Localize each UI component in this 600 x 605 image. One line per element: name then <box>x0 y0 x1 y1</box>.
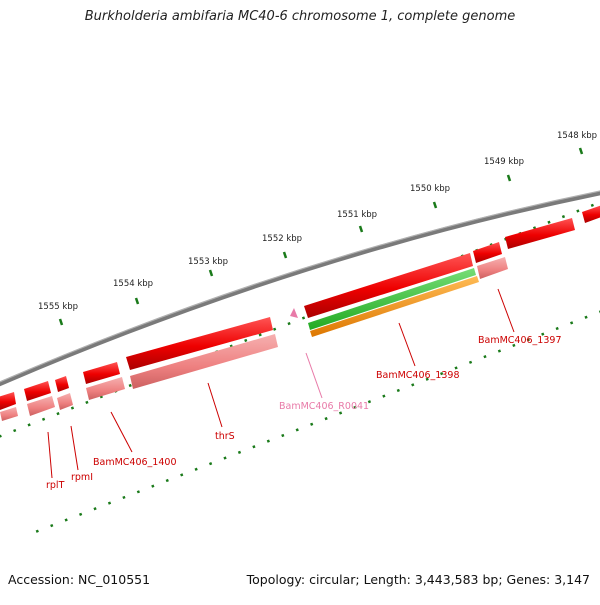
tick-label: 1555 kbp <box>38 302 78 312</box>
gene-feature-BamMC406_1400 <box>86 377 125 400</box>
tick-label: 1549 kbp <box>484 157 524 167</box>
leader-line-BamMC406_1398 <box>398 322 416 367</box>
leader-line-rplT <box>47 431 53 479</box>
tick-1551 <box>358 225 364 233</box>
tick-1553 <box>208 269 214 277</box>
tick-1552 <box>282 251 288 259</box>
cds-feature-rplT <box>24 381 51 401</box>
cds-feature-BamMC406_1398 <box>304 253 473 318</box>
cds-feature-thrS <box>126 317 273 370</box>
outer-tick-ring <box>0 184 600 438</box>
gene-label-BamMC406_1398: BamMC406_1398 <box>376 370 459 381</box>
gene-feature-BamMC406_1397 <box>477 257 508 279</box>
gene-label-BamMC406_1397: BamMC406_1397 <box>478 335 561 346</box>
gene-feature-thrS <box>130 334 278 389</box>
gene-label-rpmI: rpmI <box>71 472 93 483</box>
cds-feature-BamMC406_1400 <box>83 362 120 384</box>
minor-ticks <box>0 184 600 438</box>
tick-1554 <box>134 297 140 305</box>
inner-tick-ring <box>35 279 600 533</box>
feature-track <box>0 205 600 421</box>
cds-feature-rpmI <box>55 376 69 392</box>
gene-label-BamMC406_1400: BamMC406_1400 <box>93 457 176 468</box>
tick-label: 1553 kbp <box>188 257 228 267</box>
leader-line-BamMC406_1397 <box>497 288 515 333</box>
tick-label: 1548 kbp <box>557 131 597 141</box>
gene-label-rplT: rplT <box>46 480 65 491</box>
gene-label-thrS: thrS <box>215 431 235 442</box>
tick-label: 1552 kbp <box>262 234 302 244</box>
rna-feature-BamMC406_R0041 <box>290 308 298 318</box>
map-title: Burkholderia ambifaria MC40-6 chromosome… <box>84 9 516 24</box>
leader-line-BamMC406_1400 <box>110 411 133 453</box>
green-feature-BamMC406_1398 <box>308 268 476 330</box>
gene-feature-rplT <box>27 396 55 416</box>
gene-label-BamMC406_R0041: BamMC406_R0041 <box>279 401 369 412</box>
leader-line-rpmI <box>70 425 79 471</box>
tick-label: 1550 kbp <box>410 184 450 194</box>
tick-1555 <box>58 318 64 326</box>
tick-1549 <box>506 174 512 182</box>
major-ticks <box>58 147 584 326</box>
gene-feature-rpmI <box>57 393 73 410</box>
tick-label: 1551 kbp <box>337 210 377 220</box>
genome-summary: Topology: circular; Length: 3,443,583 bp… <box>246 572 590 587</box>
genome-backbone <box>0 190 600 387</box>
leader-line-BamMC406_R0041 <box>305 352 323 399</box>
cds-feature <box>582 205 600 223</box>
leader-line-thrS <box>207 382 223 428</box>
tick-label: 1554 kbp <box>113 279 153 289</box>
accession-label: Accession: NC_010551 <box>8 572 151 587</box>
orange-feature-BamMC406_1398 <box>310 276 479 337</box>
cds-feature-BamMC406_1397 <box>473 242 502 263</box>
cds-feature <box>0 392 16 410</box>
tick-1550 <box>432 201 438 209</box>
cds-feature <box>505 218 575 249</box>
gene-feature <box>0 407 18 421</box>
tick-1548 <box>578 147 584 155</box>
